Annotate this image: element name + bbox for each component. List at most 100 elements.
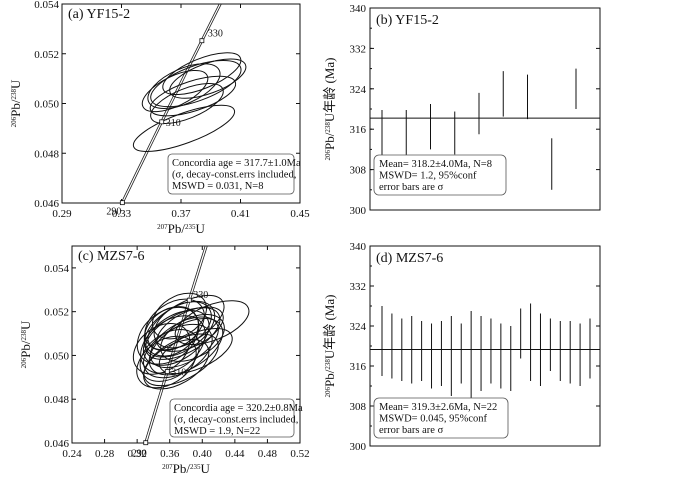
age-marker bbox=[164, 369, 170, 374]
summary-line: Concordia age = 317.7±1.0Ma bbox=[172, 158, 301, 169]
error-ellipse bbox=[132, 322, 191, 375]
weighted-mean-chart-d: 300 308 316 324 332 340 (d) MZS7-6 Mean= 319.3±… bbox=[322, 241, 601, 453]
y-tick-label: 332 bbox=[350, 281, 367, 293]
y-tick-label: 0.050 bbox=[44, 350, 69, 362]
y-tick-label: 0.048 bbox=[44, 394, 69, 406]
error-ellipse bbox=[174, 300, 250, 345]
concordia-age-label: 330 bbox=[193, 290, 208, 301]
y-tick-label: 0.052 bbox=[34, 49, 59, 61]
y-tick-label: 0.052 bbox=[44, 307, 69, 319]
summary-line: (σ, decay-const.errs included, bbox=[174, 415, 298, 426]
concordia-age-label: 290 bbox=[132, 449, 147, 460]
y-axis-label: 206Pb/238U bbox=[18, 320, 33, 368]
y-tick-label: 0.046 bbox=[44, 438, 69, 450]
x-tick-label: 0.52 bbox=[290, 448, 309, 460]
y-tick-label: 324 bbox=[350, 321, 367, 333]
concordia-chart-a: 0.29 0.33 0.37 0.41 0.45 0.046 0.048 0.050 0.052… bbox=[8, 0, 310, 236]
chart-title: (d) MZS7-6 bbox=[376, 251, 443, 266]
y-tick-label: 0.046 bbox=[34, 198, 59, 210]
y-tick-label: 316 bbox=[350, 361, 367, 373]
y-tick-label: 340 bbox=[350, 241, 367, 253]
y-tick-label: 340 bbox=[350, 3, 367, 15]
error-ellipse bbox=[148, 318, 224, 376]
error-ellipse bbox=[145, 307, 221, 360]
error-ellipse bbox=[141, 69, 209, 113]
summary-line: Mean= 318.2±4.0Ma, N=8 bbox=[379, 159, 492, 170]
y-tick-label: 0.048 bbox=[34, 148, 59, 160]
error-ellipse bbox=[149, 75, 237, 117]
error-ellipse bbox=[156, 306, 224, 352]
x-tick-label: 0.48 bbox=[258, 448, 278, 460]
y-tick-label: 0.050 bbox=[34, 99, 59, 111]
weighted-mean-panel-b: 300 308 316 324 332 340 (b) YF15-2 Mean= 318.2±… bbox=[320, 0, 700, 238]
x-tick-label: 0.41 bbox=[231, 208, 250, 220]
concordia-age-label: 310 bbox=[171, 368, 186, 379]
error-ellipse bbox=[160, 313, 225, 362]
x-tick-label: 0.29 bbox=[52, 208, 72, 220]
x-tick-label: 0.36 bbox=[160, 448, 180, 460]
concordia-chart-c: 0.24 0.28 0.32 0.36 0.40 0.44 0.48 0.52 0.046 0.0… bbox=[18, 245, 310, 476]
plot-area bbox=[132, 246, 250, 443]
concordia-age-label: 310 bbox=[166, 118, 181, 129]
age-marker bbox=[199, 38, 205, 44]
concordia-age-label: 290 bbox=[106, 207, 121, 218]
x-tick-label: 0.40 bbox=[193, 448, 213, 460]
chart-title: (b) YF15-2 bbox=[376, 13, 439, 28]
error-ellipse bbox=[143, 333, 219, 387]
concordia-curve bbox=[146, 246, 208, 443]
error-ellipse bbox=[136, 335, 197, 389]
error-ellipse bbox=[147, 63, 221, 109]
chart-title: (c) MZS7-6 bbox=[78, 249, 145, 264]
x-tick-label: 0.45 bbox=[290, 208, 310, 220]
x-tick-label: 0.33 bbox=[112, 208, 132, 220]
age-marker bbox=[159, 119, 165, 125]
summary-box bbox=[373, 397, 509, 439]
summary-line: error bars are σ bbox=[379, 182, 444, 193]
x-tick-label: 0.28 bbox=[95, 448, 115, 460]
x-tick-label: 0.44 bbox=[225, 448, 245, 460]
age-marker bbox=[143, 440, 149, 446]
error-ellipse bbox=[150, 60, 242, 108]
y-tick-label: 0.054 bbox=[34, 0, 59, 11]
concordia-curve bbox=[144, 246, 206, 443]
error-ellipse bbox=[158, 328, 233, 375]
error-ellipse bbox=[132, 104, 236, 152]
error-ellipse bbox=[144, 298, 205, 352]
concordia-panel-a: 0.29 0.33 0.37 0.41 0.45 0.046 0.048 0.050 0.052… bbox=[0, 0, 320, 238]
summary-box bbox=[169, 398, 295, 438]
summary-box bbox=[167, 153, 295, 195]
concordia-curve bbox=[120, 4, 220, 203]
y-tick-label: 0.054 bbox=[44, 263, 69, 275]
concordia-curve bbox=[122, 4, 222, 203]
x-tick-label: 0.32 bbox=[128, 448, 147, 460]
y-tick-label: 332 bbox=[350, 43, 367, 55]
y-tick-label: 316 bbox=[350, 124, 367, 136]
summary-line: MSWD= 1.2, 95%conf bbox=[379, 171, 477, 182]
y-axis-label: 206Pb/238U年龄 (Ma) bbox=[322, 295, 337, 398]
plot-area bbox=[120, 4, 247, 203]
x-axis-label: 207Pb/235U bbox=[157, 221, 205, 236]
concordia-age-label: 330 bbox=[208, 29, 223, 40]
x-tick-label: 0.24 bbox=[62, 448, 82, 460]
age-marker bbox=[119, 200, 125, 206]
error-ellipse bbox=[149, 316, 219, 369]
concordia-panel-c: 0.24 0.28 0.32 0.36 0.40 0.44 0.48 0.52 0.046 0.0… bbox=[0, 238, 320, 478]
y-axis-label: 206Pb/238U年龄 (Ma) bbox=[322, 58, 337, 161]
weighted-mean-chart-b: 300 308 316 324 332 340 (b) YF15-2 Mean= 318.2±… bbox=[322, 3, 601, 217]
y-tick-label: 308 bbox=[350, 165, 367, 177]
age-marker bbox=[186, 297, 192, 303]
y-tick-label: 300 bbox=[350, 205, 367, 217]
x-tick-label: 0.37 bbox=[171, 208, 191, 220]
y-axis-label: 206Pb/238U bbox=[8, 79, 23, 127]
y-tick-label: 300 bbox=[350, 441, 367, 453]
summary-line: MSWD = 0.031, N=8 bbox=[172, 181, 263, 192]
weighted-mean-panel-d: 300 308 316 324 332 340 (d) MZS7-6 Mean= 319.3±… bbox=[320, 238, 700, 478]
error-ellipse bbox=[150, 82, 224, 125]
error-ellipse bbox=[162, 52, 242, 96]
x-axis-label: 207Pb/235U bbox=[162, 461, 210, 476]
summary-line: Concordia age = 320.2±0.8Ma bbox=[174, 403, 303, 414]
summary-line: MSWD = 1.9, N=22 bbox=[174, 426, 260, 437]
error-ellipse bbox=[169, 58, 247, 99]
summary-box bbox=[373, 154, 507, 196]
y-tick-label: 324 bbox=[350, 84, 367, 96]
